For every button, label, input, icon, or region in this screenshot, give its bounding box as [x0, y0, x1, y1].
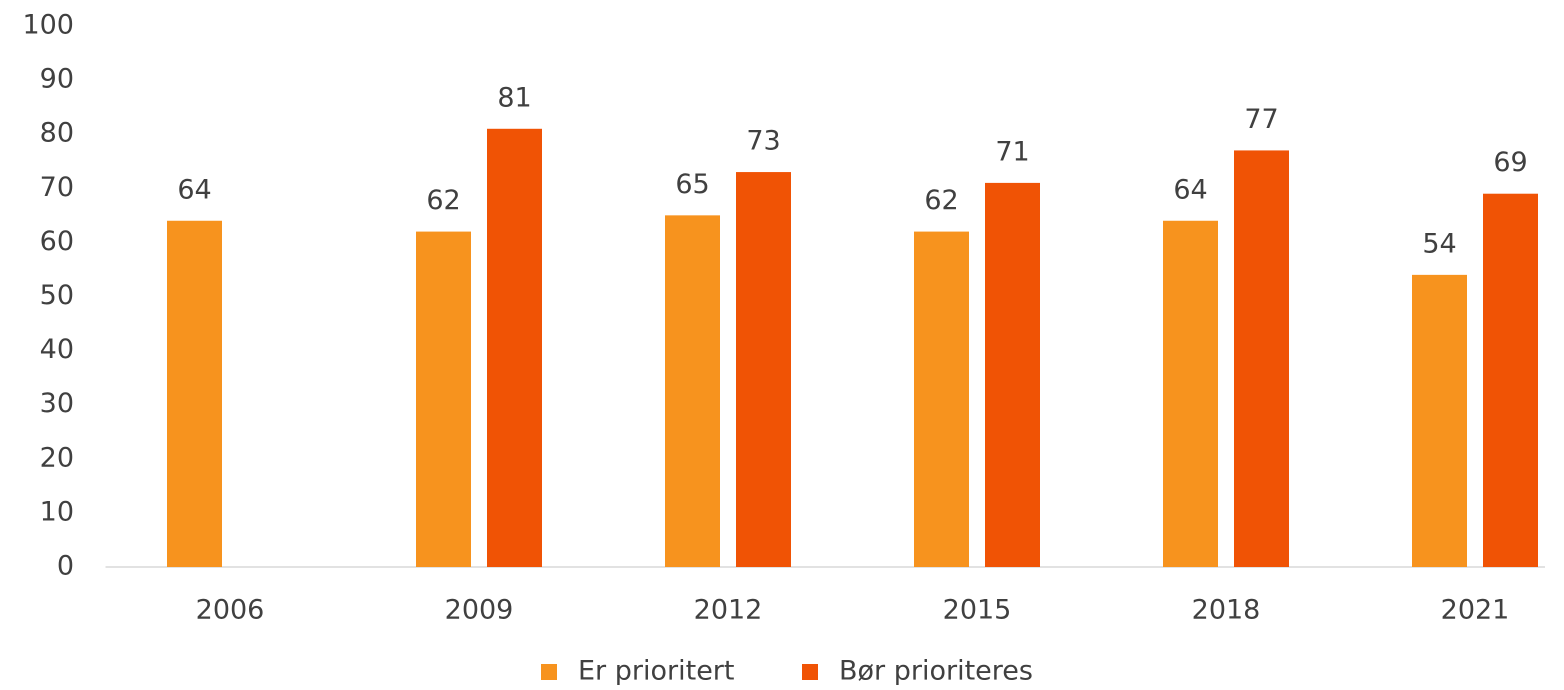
y-tick-label: 0 — [57, 551, 74, 582]
y-tick-label: 30 — [40, 388, 74, 419]
x-tick-label: 2012 — [694, 595, 763, 626]
value-label: 65 — [675, 169, 709, 200]
bar — [167, 220, 222, 567]
bar — [914, 231, 969, 567]
value-label: 71 — [995, 136, 1029, 167]
y-tick-label: 80 — [40, 118, 74, 149]
value-label: 73 — [746, 126, 780, 157]
bar — [1234, 150, 1289, 567]
legend-label: Er prioritert — [578, 656, 735, 687]
bar — [1483, 193, 1538, 567]
value-label: 77 — [1244, 104, 1278, 135]
x-tick-label: 2006 — [196, 595, 265, 626]
y-tick-label: 60 — [40, 226, 74, 257]
y-tick-label: 40 — [40, 334, 74, 365]
legend-swatch — [802, 664, 818, 680]
value-label: 64 — [1173, 174, 1207, 205]
bar — [1412, 274, 1467, 567]
value-label: 62 — [924, 185, 958, 216]
y-tick-label: 90 — [40, 64, 74, 95]
bar — [487, 128, 542, 568]
x-tick-label: 2015 — [943, 595, 1012, 626]
x-tick-label: 2009 — [445, 595, 514, 626]
bar — [736, 172, 791, 567]
y-tick-label: 20 — [40, 442, 74, 473]
value-label: 81 — [497, 82, 531, 113]
value-label: 64 — [177, 174, 211, 205]
x-tick-label: 2018 — [1192, 595, 1261, 626]
value-label: 62 — [426, 185, 460, 216]
y-tick-label: 50 — [40, 280, 74, 311]
value-label: 54 — [1422, 228, 1456, 259]
y-tick-label: 100 — [22, 10, 74, 41]
legend-swatch — [541, 664, 557, 680]
value-label: 69 — [1493, 147, 1527, 178]
bar — [985, 182, 1040, 567]
bar — [1163, 220, 1218, 567]
legend-label: Bør prioriteres — [839, 656, 1033, 687]
y-tick-label: 10 — [40, 496, 74, 527]
bar — [665, 215, 720, 567]
y-tick-label: 70 — [40, 172, 74, 203]
bar — [416, 231, 471, 567]
x-tick-label: 2021 — [1441, 595, 1510, 626]
